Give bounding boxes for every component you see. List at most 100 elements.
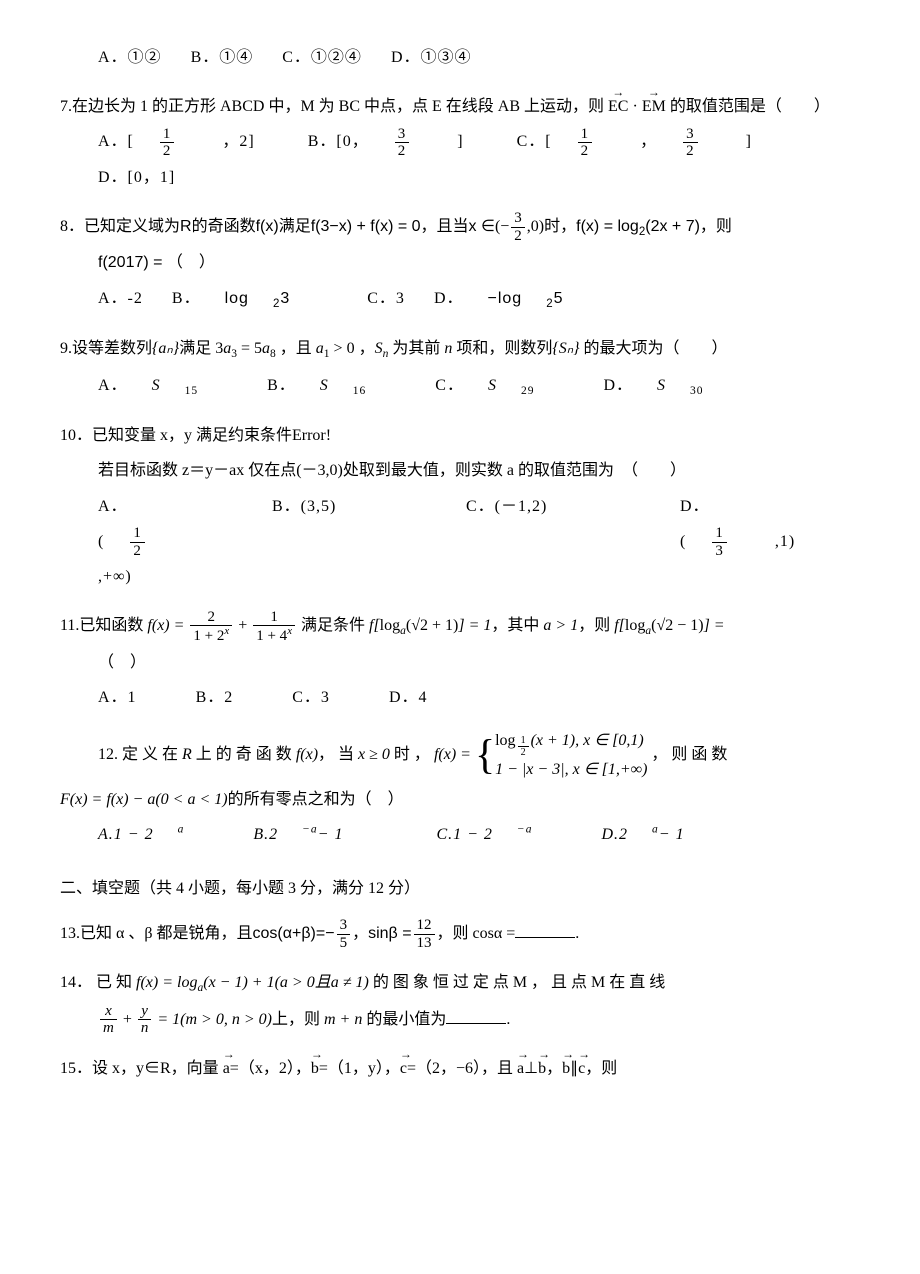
fx: f(x) — [256, 218, 279, 235]
option-d: D． (13,1) — [680, 489, 819, 595]
t: C.1 − 2 — [436, 817, 492, 852]
label: A． — [98, 489, 128, 524]
t: 8．已知定义域为 — [60, 218, 180, 235]
t: ， — [546, 1060, 562, 1077]
vec-text: b — [562, 1060, 570, 1077]
fraction: 35 — [337, 917, 351, 951]
vec-text: c — [400, 1060, 407, 1077]
eq: f(3−x) + f(x) = 0 — [311, 218, 421, 235]
t: B.2 — [253, 817, 278, 852]
fb: f[ — [614, 617, 625, 634]
blank-input[interactable] — [446, 1008, 506, 1023]
t: 的 图 象 恒 过 定 点 M ， 且 点 M 在 直 线 — [369, 974, 665, 991]
t: ， 则 函 数 — [651, 746, 727, 763]
fb-close: ] = 1 — [458, 617, 491, 634]
q8-options: A．-2 B．log23 C．3 D．−log25 — [60, 281, 860, 318]
t: 时 ， — [390, 746, 430, 763]
question-6-options: A．①② B．①④ C．①②④ D．①③④ — [60, 40, 860, 75]
option-a: A．[12，2] — [98, 124, 279, 159]
num: 3 — [511, 210, 525, 228]
t: A.1 − 2 — [98, 817, 154, 852]
t: 的奇函数 — [192, 218, 256, 235]
log: log — [625, 617, 645, 634]
blank-input[interactable] — [515, 922, 575, 937]
sup: a — [652, 824, 659, 836]
option-b: B.2−a − 1 — [253, 817, 367, 852]
fraction: 32 — [683, 126, 722, 160]
sn: {Sₙ} — [552, 340, 579, 357]
t: 时， — [544, 218, 576, 235]
period: . — [575, 925, 579, 942]
den: 2 — [130, 543, 145, 560]
pre: 1 + 2 — [193, 628, 224, 644]
fraction: 21 + 2x — [190, 609, 232, 645]
question-14: 14． 已 知 f(x) = loga(x − 1) + 1(a > 0且a ≠… — [60, 965, 860, 1037]
post: ,1) — [775, 524, 795, 559]
an: {aₙ} — [152, 340, 179, 357]
option-c: C．(－1,2) — [466, 489, 656, 595]
t: 上 的 奇 函 数 — [192, 746, 296, 763]
piece-1: log12(x + 1), x ∈ [0,1) — [495, 729, 647, 758]
log: log — [225, 281, 249, 316]
fx: f(x) — [296, 746, 318, 763]
log: log — [380, 617, 400, 634]
q14-line2: xm + yn = 1(m > 0, n > 0)上，则 m + n 的最小值为… — [60, 1002, 860, 1037]
t: ，且当 — [421, 218, 469, 235]
num: 12 — [414, 917, 435, 935]
a: a — [316, 340, 324, 357]
t: 的最大项为（ ） — [580, 340, 728, 357]
den: 3 — [712, 543, 727, 560]
vector-a: a — [517, 1051, 524, 1086]
arg: (√2 + 1) — [406, 617, 458, 634]
parallel-icon: ∥ — [570, 1060, 578, 1077]
fraction: 12 — [578, 126, 617, 160]
t: 15．设 x，y∈R，向量 — [60, 1060, 223, 1077]
t: 9.设等差数列 — [60, 340, 152, 357]
label: D． — [603, 368, 633, 403]
fb: f[ — [369, 617, 380, 634]
piecewise: log12(x + 1), x ∈ [0,1) 1 − |x − 3|, x ∈… — [495, 729, 647, 782]
vec-text: b — [311, 1060, 319, 1077]
q7-stem: 7.在边长为 1 的正方形 ABCD 中，M 为 BC 中点，点 E 在线段 A… — [60, 89, 860, 124]
question-15: 15．设 x，y∈R，向量 a=（x，2），b=（1，y），c=（2，−6），且… — [60, 1051, 860, 1086]
fraction: 13 — [712, 525, 751, 559]
t: =（1，y）， — [319, 1060, 400, 1077]
q11-stem: 11.已知函数 f(x) = 21 + 2x + 11 + 4x 满足条件 f[… — [60, 608, 860, 645]
opt-b-post: ] — [457, 124, 463, 159]
option-c: C．3 — [367, 281, 405, 316]
t: 上，则 — [272, 1011, 324, 1028]
in: ∈(− — [481, 218, 509, 235]
label: B． — [267, 368, 296, 403]
q12-line2: F(x) = f(x) − a(0 < a < 1)的所有零点之和为（ ） — [60, 782, 860, 817]
vector-a: a — [223, 1051, 230, 1086]
a: a > 1 — [543, 617, 578, 634]
option-c: C．3 — [292, 680, 330, 715]
den: 2 — [518, 747, 529, 758]
cos: cos(α+β)=− — [253, 925, 335, 942]
fraction: 32 — [395, 126, 434, 160]
label: C． — [435, 368, 464, 403]
gt0: > 0 ， — [330, 340, 375, 357]
xge0: x ≥ 0 — [358, 746, 390, 763]
fx-eq: f(x) = — [434, 746, 475, 763]
q11-options: A．1 B．2 C．3 D．4 — [60, 680, 860, 715]
t: 13.已知 α 、β 都是锐角，且 — [60, 925, 253, 942]
sub: 30 — [690, 385, 704, 397]
vec-ec-text: EC — [608, 98, 628, 115]
post: − 1 — [659, 817, 685, 852]
perp-icon: ⊥ — [524, 1060, 538, 1077]
den: n — [138, 1020, 152, 1037]
q12-options: A.1 − 2a B.2−a − 1 C.1 − 2−a D.2a − 1 — [60, 817, 860, 852]
t: 的所有零点之和为（ ） — [228, 791, 404, 808]
option-d: D.2a − 1 — [601, 817, 708, 852]
num: 1 — [130, 525, 145, 543]
den: 2 — [683, 143, 698, 160]
q7-tail: 的取值范围是（ ） — [670, 98, 830, 115]
t: 14． 已 知 — [60, 974, 136, 991]
option-a: A.1 − 2a — [98, 817, 184, 852]
den: 13 — [414, 935, 435, 952]
t: ，则 — [585, 1060, 617, 1077]
question-10: 10．已知变量 x，y 满足约束条件Error! 若目标函数 z＝y－ax 仅在… — [60, 418, 860, 594]
q9-stem: 9.设等差数列{aₙ}满足 3a3 = 5a8 ，且 a1 > 0 ，Sn 为其… — [60, 331, 860, 368]
q11-paren: （ ） — [60, 645, 860, 680]
